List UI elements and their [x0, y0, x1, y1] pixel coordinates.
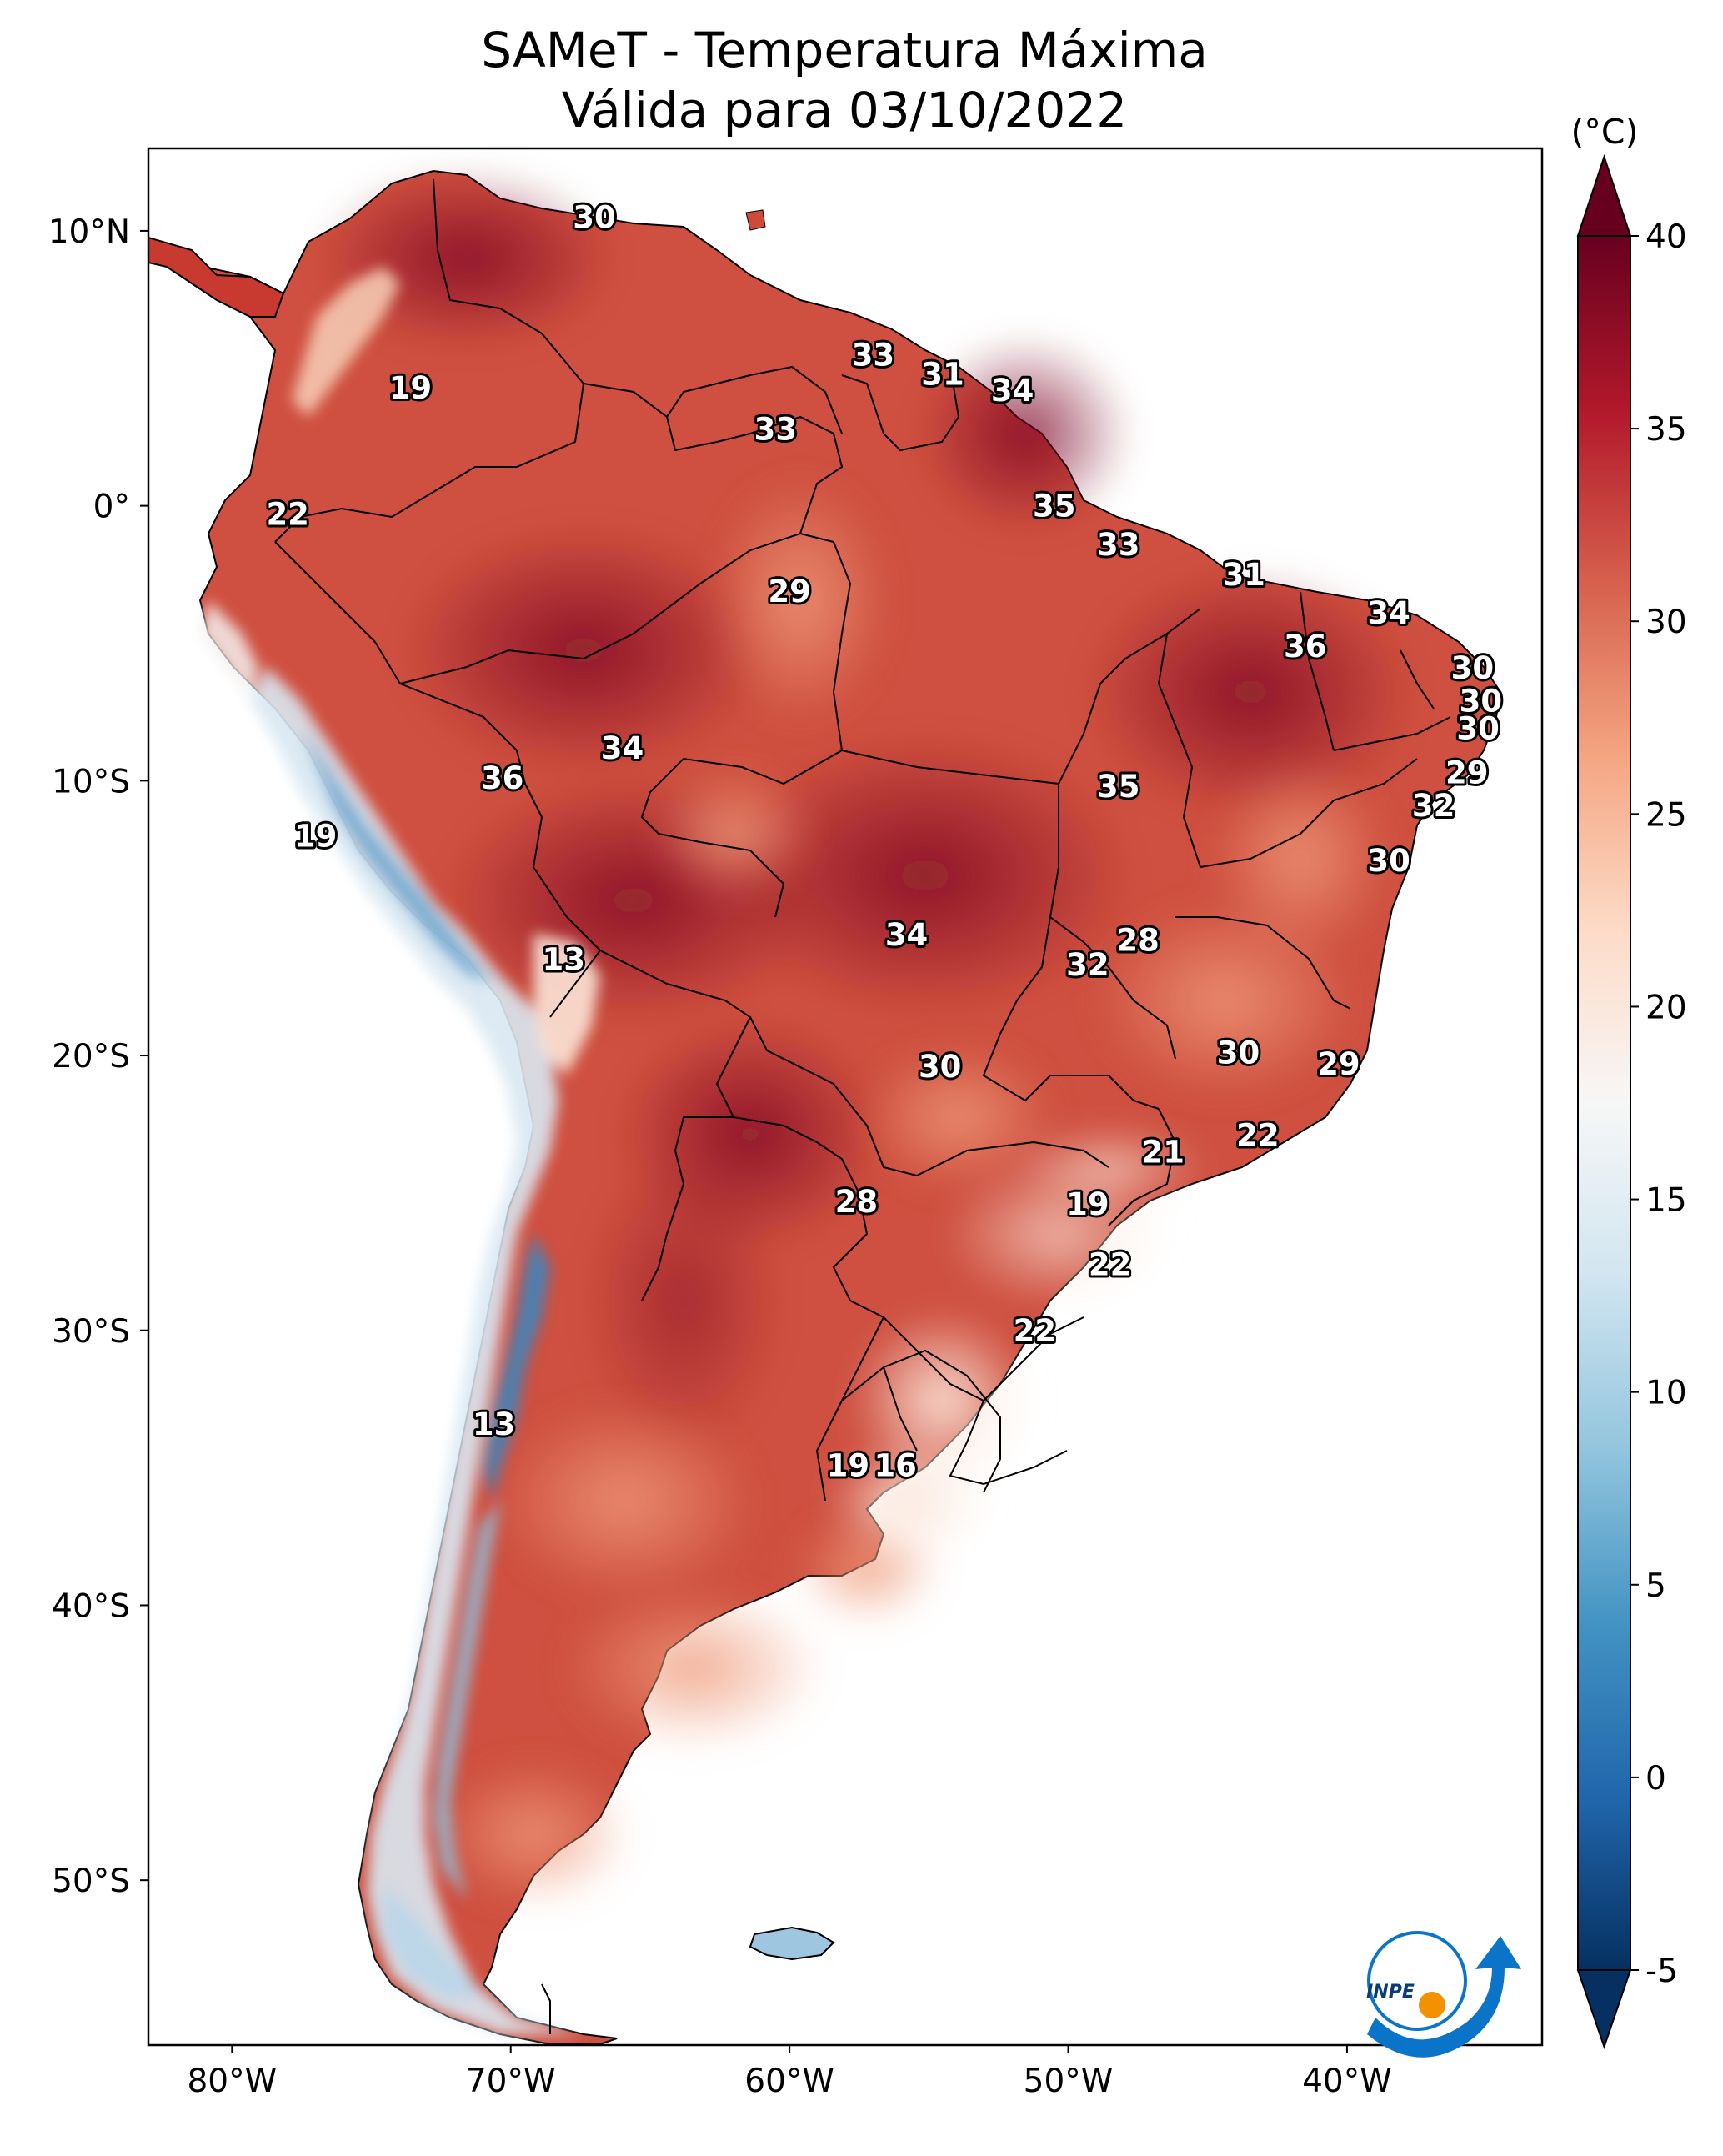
temperature-label: 30	[1460, 684, 1503, 720]
title-line-1: SAMeT - Temperatura Máxima	[481, 22, 1208, 78]
temperature-label: 19	[1066, 1186, 1109, 1222]
temperature-label: 28	[1116, 923, 1160, 959]
latitude-ticks: 10°N 0° 10°S 20°S 30°S 40°S 50°S	[48, 213, 148, 1900]
temperature-label: 19	[389, 370, 433, 406]
caribbean-coast	[148, 236, 285, 318]
lon-tick-label: 40°W	[1302, 2063, 1392, 2100]
temperature-label: 31	[921, 356, 964, 392]
temperature-label: 36	[481, 760, 524, 796]
temperature-label: 16	[874, 1447, 917, 1483]
lat-tick-label: 30°S	[52, 1313, 130, 1351]
colorbar-tick-label: 0	[1645, 1760, 1666, 1798]
lat-tick-label: 0°	[93, 489, 130, 526]
lon-tick-label: 60°W	[744, 2063, 834, 2100]
colorbar-body	[1577, 235, 1631, 1971]
temperature-label: 34	[885, 917, 929, 953]
temperature-label: 30	[1451, 650, 1495, 686]
temperature-label: 29	[1445, 755, 1489, 790]
temperature-label: 29	[1317, 1046, 1360, 1082]
temperature-label: 29	[768, 574, 811, 609]
temperature-label: 30	[1367, 843, 1410, 879]
temperature-label: 19	[827, 1447, 870, 1483]
temperature-label: 34	[991, 373, 1034, 409]
colorbar-tick-label: 20	[1645, 989, 1687, 1026]
colorbar-min-extension	[1576, 1969, 1632, 2050]
hot-regions	[317, 167, 1417, 1451]
temperature-label: 33	[754, 411, 798, 447]
temperature-label: 35	[1097, 769, 1140, 805]
temperature-label: 22	[1089, 1247, 1132, 1283]
colorbar-tick-label: 15	[1645, 1182, 1687, 1220]
lon-tick-label: 50°W	[1024, 2063, 1114, 2100]
temperature-label: 32	[1412, 788, 1455, 824]
temperature-label: 33	[1097, 527, 1140, 563]
lon-tick-label: 80°W	[187, 2063, 277, 2100]
temperature-label: 33	[852, 337, 895, 373]
colorbar-tick-label: 30	[1645, 604, 1687, 641]
temperature-label: 22	[266, 497, 309, 533]
temperature-label: 30	[573, 199, 616, 235]
temperature-label: 34	[1367, 595, 1410, 631]
temperature-label: 32	[1066, 947, 1109, 983]
colorbar-unit: (°C)	[1570, 112, 1638, 152]
temperature-label: 30	[919, 1049, 962, 1085]
trinidad-island	[745, 209, 766, 231]
lat-tick-label: 20°S	[52, 1038, 130, 1075]
country-borders	[274, 178, 1451, 2034]
temperature-label: 34	[601, 730, 644, 766]
map-panel: 80°W 70°W 60°W 50°W 40°W 10°N 0° 10°S 20°S 30°S 4…	[48, 147, 1544, 2100]
temperature-label: 22	[1014, 1313, 1057, 1349]
temperature-label: 36	[1284, 629, 1327, 664]
colorbar-tick-label: -5	[1645, 1953, 1678, 1990]
logo-text: INPE	[1366, 1982, 1415, 2003]
colorbar-tick-label: 10	[1645, 1375, 1687, 1412]
andes-cold-band	[200, 267, 600, 2034]
logo-orbit-icon	[1367, 1931, 1467, 2031]
temperature-label: 13	[543, 942, 586, 978]
temperature-label: 22	[1236, 1118, 1280, 1154]
temperature-label: 19	[294, 818, 338, 854]
inpe-logo: INPE	[1366, 1931, 1521, 2058]
colorbar-max-extension	[1576, 153, 1632, 237]
temperature-label: 30	[1217, 1035, 1260, 1071]
colorbar-tick-label: 40	[1645, 218, 1687, 256]
title-line-2: Válida para 03/10/2022	[562, 82, 1127, 138]
temperature-label: 31	[1222, 557, 1265, 593]
logo-sun-icon	[1419, 1992, 1445, 2018]
colorbar: (°C) 40 35 30 25 20 15 10 5 0 -5	[1570, 112, 1687, 2050]
lat-tick-label: 10°S	[52, 763, 130, 800]
colorbar-ticks: 40 35 30 25 20 15 10 5 0 -5	[1630, 218, 1687, 1990]
lat-tick-label: 50°S	[52, 1863, 130, 1900]
colorbar-tick-label: 35	[1645, 411, 1687, 449]
longitude-ticks: 80°W 70°W 60°W 50°W 40°W	[187, 2045, 1392, 2100]
temperature-field	[148, 167, 1502, 2045]
lat-tick-label: 10°N	[48, 213, 130, 251]
temperature-label: 30	[1456, 711, 1500, 747]
temperature-label: 35	[1033, 489, 1076, 524]
temperature-label: 13	[473, 1406, 516, 1442]
colorbar-tick-label: 25	[1645, 796, 1687, 834]
temperature-label: 21	[1141, 1134, 1185, 1170]
temperature-label: 28	[835, 1184, 879, 1220]
colorbar-tick-label: 5	[1645, 1567, 1666, 1605]
logo-arrow-icon	[1367, 1936, 1521, 2058]
moderate-regions	[433, 475, 1392, 1909]
lat-tick-label: 40°S	[52, 1587, 130, 1625]
lon-tick-label: 70°W	[466, 2063, 556, 2100]
falkland-islands	[749, 1926, 835, 1961]
map-frame	[147, 147, 1544, 2047]
